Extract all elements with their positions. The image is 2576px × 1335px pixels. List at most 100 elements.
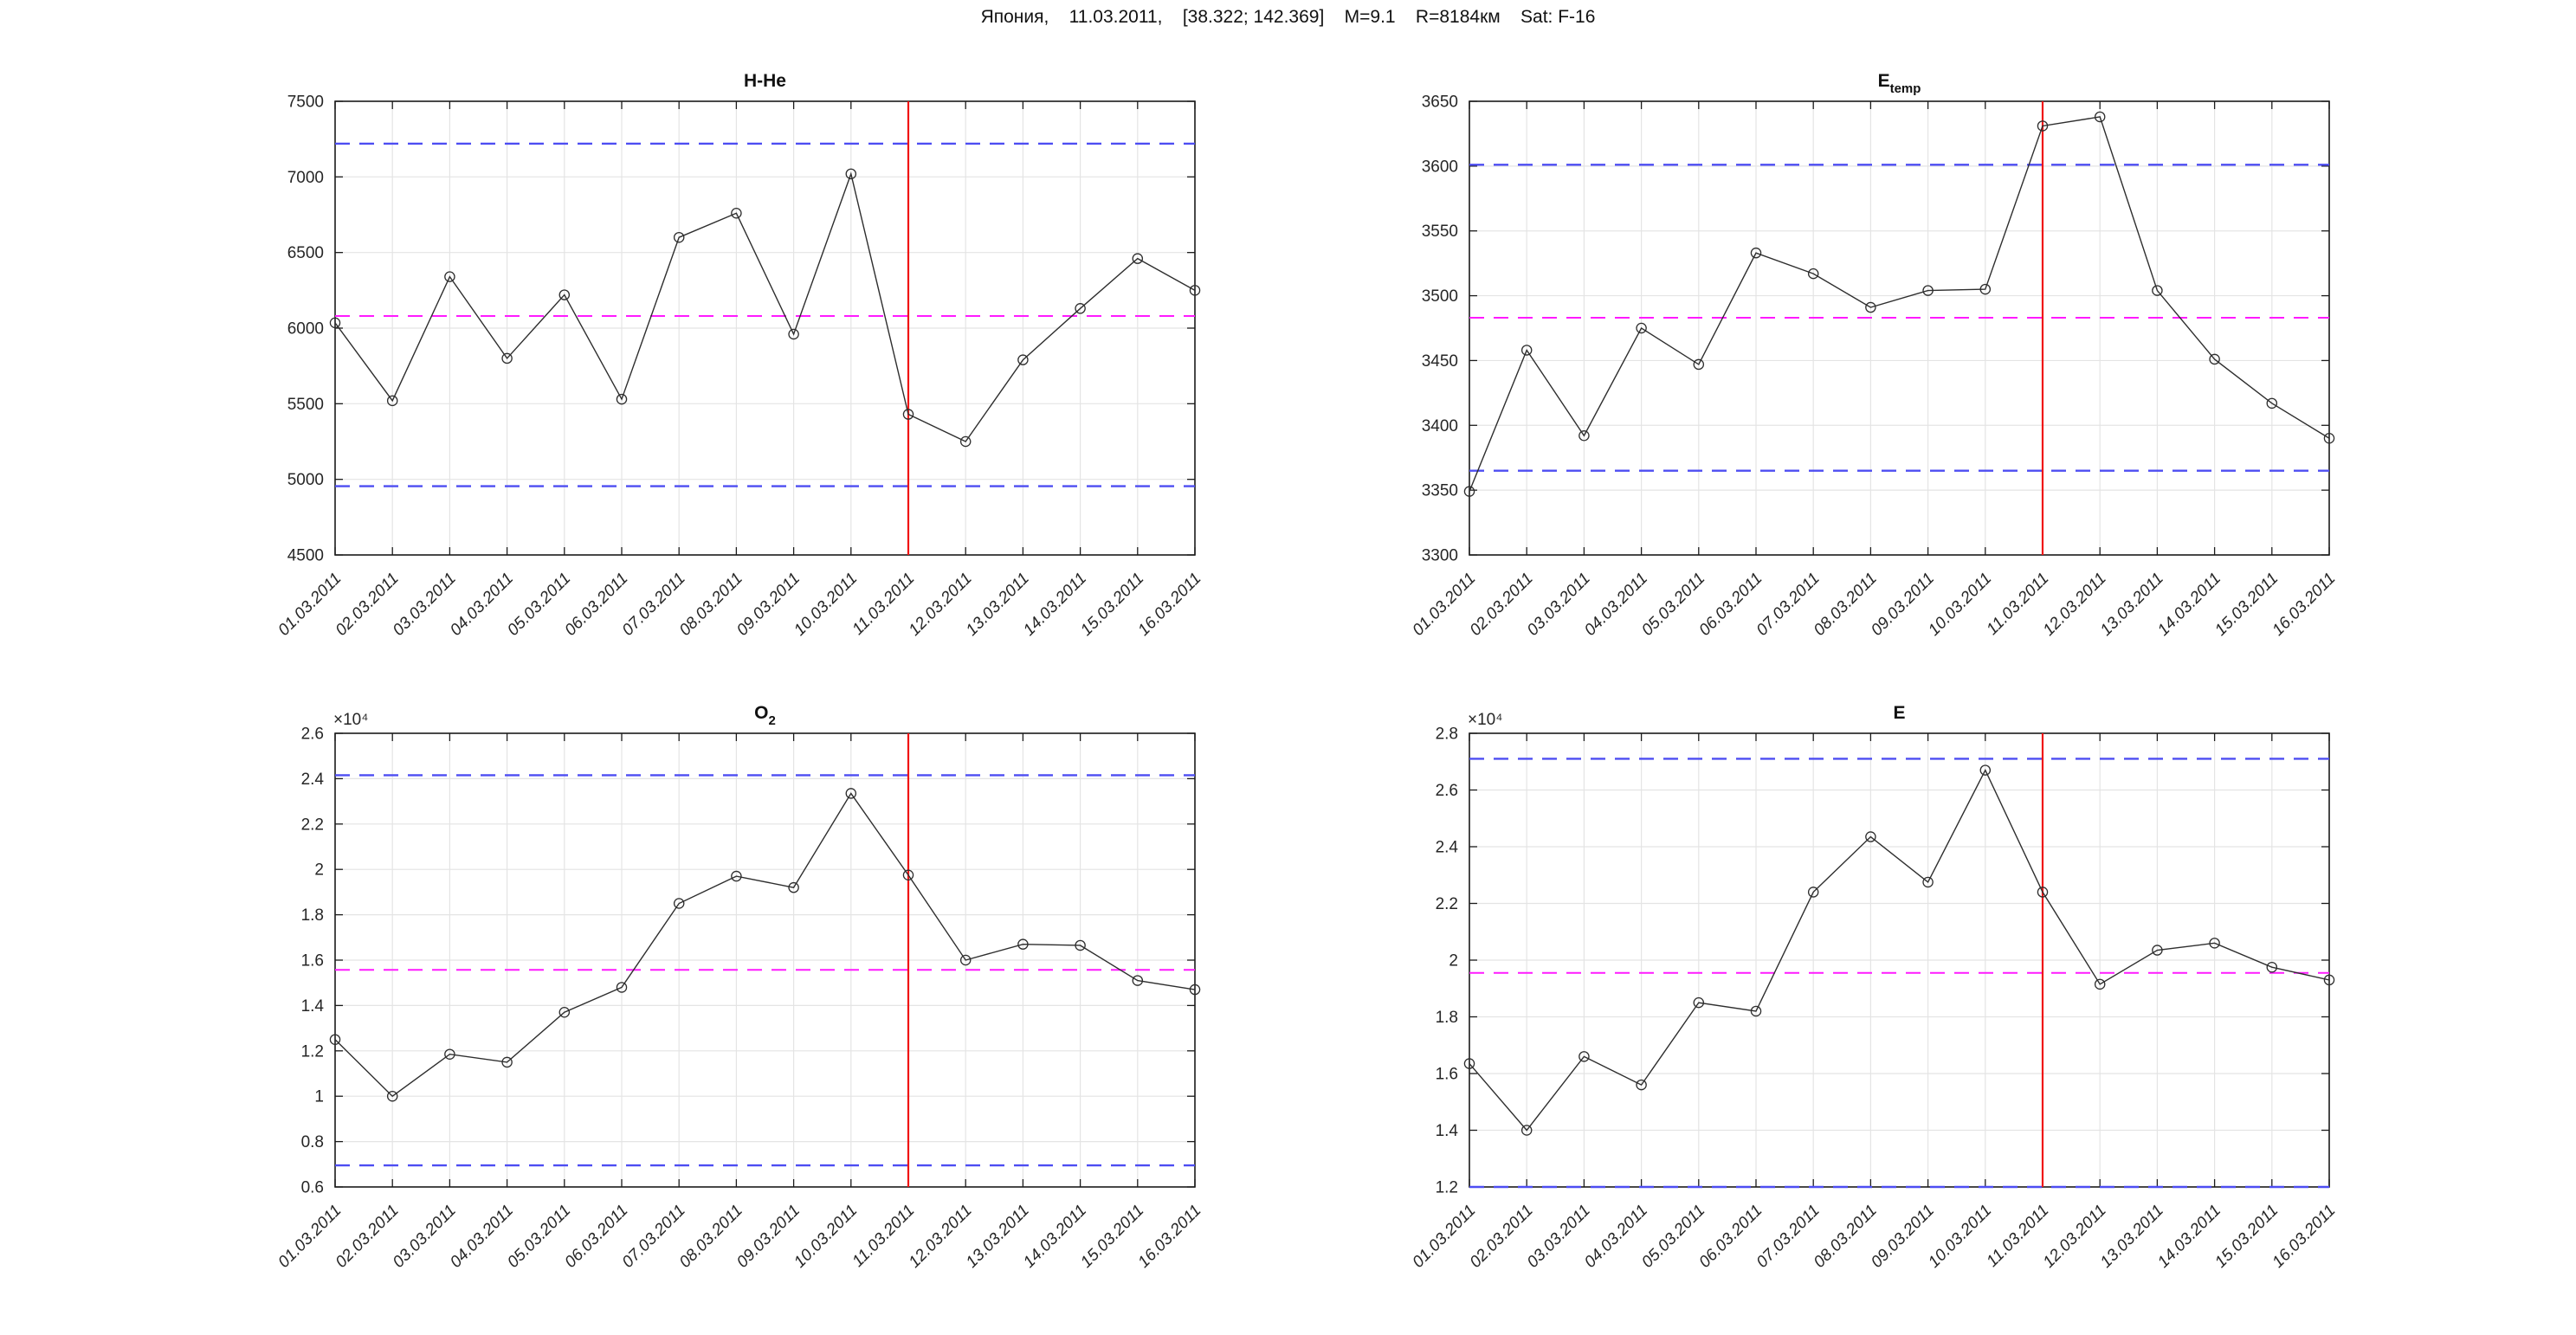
data-point-marker [2209,938,2220,949]
y-tick-label: 1 [314,1088,324,1106]
y-tick-label: 6500 [287,244,324,262]
y-tick-label: 3450 [1422,352,1458,371]
y-tick-label: 3400 [1422,417,1458,435]
data-point-marker [1463,1058,1475,1069]
data-point-marker [1865,301,1876,313]
series-line [1469,116,2330,492]
y-tick-label: 3650 [1422,94,1458,112]
data-point-marker [2323,974,2335,986]
y-tick-label: 2.6 [301,726,324,744]
data-point-marker [2266,961,2278,973]
data-point-marker [1636,322,1647,334]
data-point-marker [1693,358,1705,371]
data-point-marker [845,168,857,180]
y-tick-label: 7000 [287,169,324,187]
data-point-marker [1750,247,1762,259]
data-point-marker [501,352,513,364]
series-line [334,792,1196,1098]
figure-title: Япония, 11.03.2011, [38.322; 142.369] M=… [980,7,1596,27]
series-line [1469,768,2330,1132]
y-tick-label: 1.8 [301,906,324,925]
chart-title: E [1893,703,1905,723]
subplot-e-temp: 3300 3350 3400 3450 3500 3550 3600 3650 01.03.20… [1264,52,2424,693]
data-point-marker [2323,433,2335,444]
chart-title: H-He [744,71,786,91]
y-tick-label: 2.2 [301,816,324,834]
data-point-marker [558,1007,571,1018]
data-point-marker [444,271,455,282]
y-axis-multiplier: ×10⁴ [1468,711,1502,729]
data-point-marker [1865,831,1876,842]
data-point-marker [1750,1005,1762,1017]
data-point-marker [1132,975,1144,986]
y-tick-label: 2.4 [301,771,325,789]
subplot-o2: 0.6 0.8 1 1.2 1.4 1.6 1.8 2 2.2 2.4 2.6 01.03.2011 0… [130,684,1290,1325]
subplot-h-he: 4500 5000 5500 6000 6500 7000 7500 01.03.2011 02… [130,52,1290,693]
chart-e: 1.21.41.61.822.22.42.62.801.03.201102.03… [1409,703,2339,1272]
y-tick-label: 2.4 [1436,839,1459,857]
chart-title: O2 [754,703,776,728]
axis-box [1469,100,2330,556]
data-point-marker [1693,996,1705,1009]
data-point-marker [1922,285,1934,296]
y-tick-label: 1.2 [301,1042,324,1061]
data-point-marker [788,328,799,340]
data-point-marker [1979,764,1992,776]
data-point-marker [902,869,914,880]
data-point-marker [386,1090,398,1102]
data-point-marker [1017,938,1029,950]
data-point-marker [902,409,914,420]
data-point-marker [501,1056,513,1068]
y-tick-label: 1.4 [301,997,325,1016]
chart-e-temp: 3300335034003450350035503600365001.03.20… [1409,71,2339,640]
y-tick-label: 5000 [287,471,324,489]
y-tick-label: 1.2 [1436,1179,1458,1197]
data-point-marker [1636,1079,1647,1091]
data-point-marker [959,954,972,966]
data-point-marker [1807,887,1819,898]
data-point-marker [2037,120,2049,132]
data-point-marker [1017,354,1029,365]
chart-h-he: 450050005500600065007000750001.03.201102… [274,71,1204,640]
data-point-marker [2209,353,2220,365]
data-point-marker [1922,876,1934,888]
y-tick-label: 2 [314,861,324,880]
data-point-marker [959,435,972,448]
y-tick-label: 0.8 [301,1133,324,1151]
data-point-marker [1075,939,1086,951]
chart-o2: 0.60.811.21.41.61.822.22.42.601.03.20110… [274,703,1204,1272]
series-line [334,171,1196,442]
data-point-marker [1579,430,1590,442]
y-tick-label: 3600 [1422,158,1458,176]
data-point-marker [731,870,742,882]
data-point-marker [1807,268,1819,280]
y-tick-label: 1.6 [1436,1066,1458,1084]
data-point-marker [329,1034,341,1045]
data-point-marker [788,881,799,893]
y-tick-label: 1.4 [1436,1122,1459,1140]
data-point-marker [1579,1051,1590,1062]
data-point-marker [2037,887,2049,898]
y-tick-label: 1.8 [1436,1009,1458,1027]
data-point-marker [2152,285,2163,296]
data-point-marker [2152,945,2163,956]
data-point-marker [329,317,341,329]
data-point-marker [1189,285,1201,296]
y-tick-label: 1.6 [301,952,324,971]
data-point-marker [1520,1125,1533,1136]
data-point-marker [731,208,742,219]
y-axis-multiplier: ×10⁴ [333,711,368,729]
y-tick-label: 3500 [1422,287,1458,306]
chart-title: Etemp [1878,71,1921,96]
y-tick-label: 2.8 [1436,726,1458,744]
data-point-marker [1979,283,1992,295]
subplot-e: 1.2 1.4 1.6 1.8 2 2.2 2.4 2.6 2.8 01.03.2011 02.03… [1264,684,2424,1325]
data-point-marker [1189,984,1201,996]
y-tick-label: 3350 [1422,482,1458,500]
data-point-marker [673,231,685,243]
data-point-marker [616,982,628,993]
y-tick-label: 4500 [287,547,324,565]
data-point-marker [1132,253,1144,264]
data-point-marker [386,395,398,407]
